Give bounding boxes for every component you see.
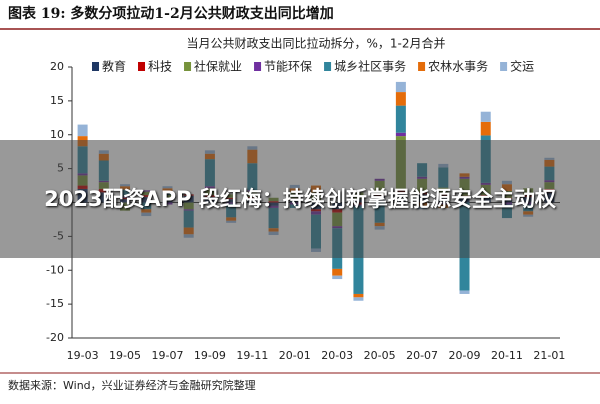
bar-segment [332,275,343,280]
legend-swatch [324,62,332,71]
x-tick-label: 19-11 [236,349,268,362]
bar-segment [395,92,406,106]
legend-label: 节能环保 [264,60,312,74]
y-tick-label: -10 [46,263,64,276]
x-tick-label: 19-09 [194,349,226,362]
bar-segment [77,124,88,137]
x-tick-label: 20-05 [364,349,396,362]
x-tick-label: 20-03 [321,349,353,362]
legend-swatch [254,62,262,71]
y-tick-label: 20 [50,60,64,73]
y-tick-label: 10 [50,128,64,141]
x-tick-label: 20-09 [449,349,481,362]
x-tick-label: 19-03 [67,349,99,362]
legend-label: 交运 [510,59,534,74]
legend-label: 社保就业 [194,59,242,74]
x-tick-label: 19-05 [109,349,141,362]
bar-segment [395,132,406,137]
bar-segment [332,268,343,276]
bar-segment [353,297,364,301]
legend-label: 农林水事务 [428,59,488,74]
x-tick-label: 20-11 [491,349,523,362]
legend-swatch [92,62,99,71]
overlay-banner: 2023配资APP 段红梅：持续创新掌握能源安全主动权 [0,140,600,258]
x-tick-label: 19-07 [151,349,183,362]
y-tick-label: 15 [50,94,64,107]
legend-label: 教育 [102,59,126,74]
bar-segment [480,111,491,122]
bar-segment [353,293,364,298]
legend-swatch [184,62,192,71]
source: 数据来源：Wind，兴业证券经济与金融研究院整理 [8,378,256,392]
x-tick-label: 20-07 [406,349,438,362]
chart-title: 当月公共财政支出同比拉动拆分，%，1-2月合并 [186,36,445,51]
x-tick-label: 20-01 [279,349,311,362]
legend-swatch [418,62,426,71]
bar-segment [480,121,491,136]
y-tick-label: -15 [46,297,64,310]
y-tick-label: -20 [46,331,64,344]
legend-label: 科技 [148,60,172,74]
x-tick-label: 21-01 [533,349,565,362]
bar-segment [395,105,406,133]
bar-segment [459,290,470,294]
bar-segment [395,81,406,93]
legend-swatch [500,62,508,71]
legend-swatch [138,62,146,71]
overlay-headline: 2023配资APP 段红梅：持续创新掌握能源安全主动权 [44,187,556,211]
legend-label: 城乡社区事务 [334,59,406,74]
page-title: 图表 19: 多数分项拉动1-2月公共财政支出同比增加 [8,5,334,22]
